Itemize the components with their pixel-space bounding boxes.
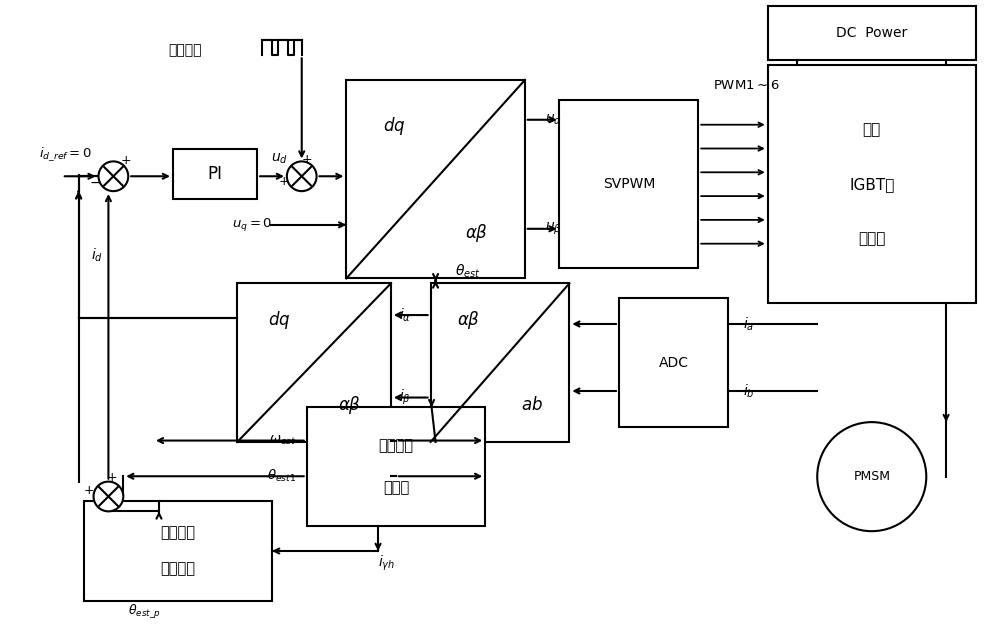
Text: +: + [107,471,118,484]
Text: 基于: 基于 [863,122,881,137]
Circle shape [817,422,926,531]
Circle shape [94,482,123,511]
Text: −: − [90,176,101,190]
Text: $i_d$: $i_d$ [91,247,103,264]
Bar [346,80,525,278]
Text: PWM1$\sim$6: PWM1$\sim$6 [713,78,780,91]
Text: IGBT的: IGBT的 [849,177,894,192]
Text: $\theta_{est\_p}$: $\theta_{est\_p}$ [128,604,160,622]
Bar [84,502,272,601]
Text: $\omega_{est}$: $\omega_{est}$ [269,434,297,447]
Text: PI: PI [207,165,222,183]
Text: PMSM: PMSM [853,470,890,483]
Text: 转子极性: 转子极性 [160,526,195,541]
Bar [237,284,391,442]
Bar [559,100,698,269]
Bar [173,150,257,199]
Text: $u_q=0$: $u_q=0$ [232,216,272,233]
Text: ADC: ADC [658,356,688,370]
Text: $i_a$: $i_a$ [743,315,754,332]
Bar [619,298,728,427]
Text: +: + [83,484,94,497]
Text: +: + [301,153,312,166]
Bar [768,6,976,60]
Text: 观测器: 观测器 [383,481,409,496]
Text: 转子位置: 转子位置 [378,438,413,453]
Circle shape [98,161,128,191]
Text: $i_b$: $i_b$ [743,383,754,400]
Text: 检测环节: 检测环节 [160,561,195,576]
Text: $\alpha\beta$: $\alpha\beta$ [465,222,488,244]
Text: $u_\beta$: $u_\beta$ [545,221,561,237]
Text: $ab$: $ab$ [521,397,543,415]
Text: $\theta_{est1}$: $\theta_{est1}$ [267,468,297,484]
Text: $\alpha\beta$: $\alpha\beta$ [338,394,361,417]
Text: $u_d$: $u_d$ [271,151,288,166]
Text: +: + [279,175,289,188]
Text: DC  Power: DC Power [836,26,907,40]
Text: $i_\beta$: $i_\beta$ [399,388,411,407]
Text: $\theta_{est}$: $\theta_{est}$ [455,262,481,280]
Text: 逆变器: 逆变器 [858,231,885,246]
Text: SVPWM: SVPWM [603,177,655,191]
Text: $i_\alpha$: $i_\alpha$ [399,306,411,324]
Bar [768,65,976,303]
Text: +: + [121,154,132,167]
Bar [431,284,569,442]
Text: $u_\alpha$: $u_\alpha$ [545,113,562,127]
Text: $dq$: $dq$ [383,114,406,137]
Circle shape [287,161,317,191]
Text: $\alpha\beta$: $\alpha\beta$ [457,309,480,331]
Bar [307,407,485,526]
Text: $i_{d\_ref}=0$: $i_{d\_ref}=0$ [39,145,92,163]
Text: $i_{\gamma h}$: $i_{\gamma h}$ [378,553,395,572]
Text: 随机注入: 随机注入 [168,43,201,57]
Text: $dq$: $dq$ [268,309,290,331]
